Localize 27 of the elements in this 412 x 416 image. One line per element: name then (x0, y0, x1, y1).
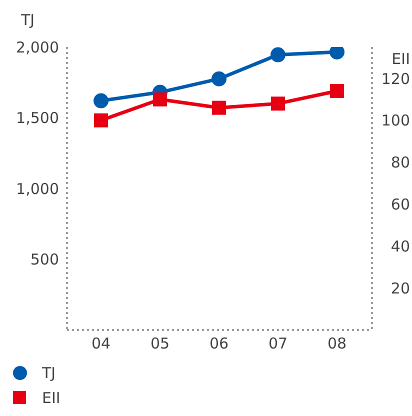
point (153, 92, 167, 106)
y2-tick-label: 40 (390, 237, 410, 256)
y-axis-title: TJ (20, 11, 35, 29)
y2-tick-label: 100 (381, 112, 410, 130)
y-tick-label: 2,000 (16, 38, 59, 56)
y2-tick-label: 120 (381, 70, 410, 88)
y2-tick-label: 80 (390, 154, 410, 172)
x-tick-label: 07 (268, 334, 288, 353)
y-tick-label: 1,000 (16, 180, 59, 198)
point (271, 96, 285, 111)
point (212, 71, 226, 86)
y2-tick-label: 20 (390, 279, 410, 298)
x-tick-label: 04 (91, 334, 111, 353)
y2-tick-label: 60 (390, 196, 410, 214)
y2-axis-title: EII (392, 50, 410, 68)
point (330, 84, 344, 98)
point (94, 93, 108, 108)
y-tick-label: 500 (30, 250, 59, 269)
point (212, 100, 226, 115)
y-tick-label: 1,500 (16, 109, 59, 128)
x-tick-label: 05 (150, 334, 170, 353)
legend-label: EII (42, 388, 60, 406)
point (94, 113, 108, 128)
point (270, 47, 286, 62)
legend-label: TJ (42, 364, 56, 382)
x-tick-label: 08 (327, 334, 347, 353)
x-tick-label: 06 (209, 334, 229, 353)
